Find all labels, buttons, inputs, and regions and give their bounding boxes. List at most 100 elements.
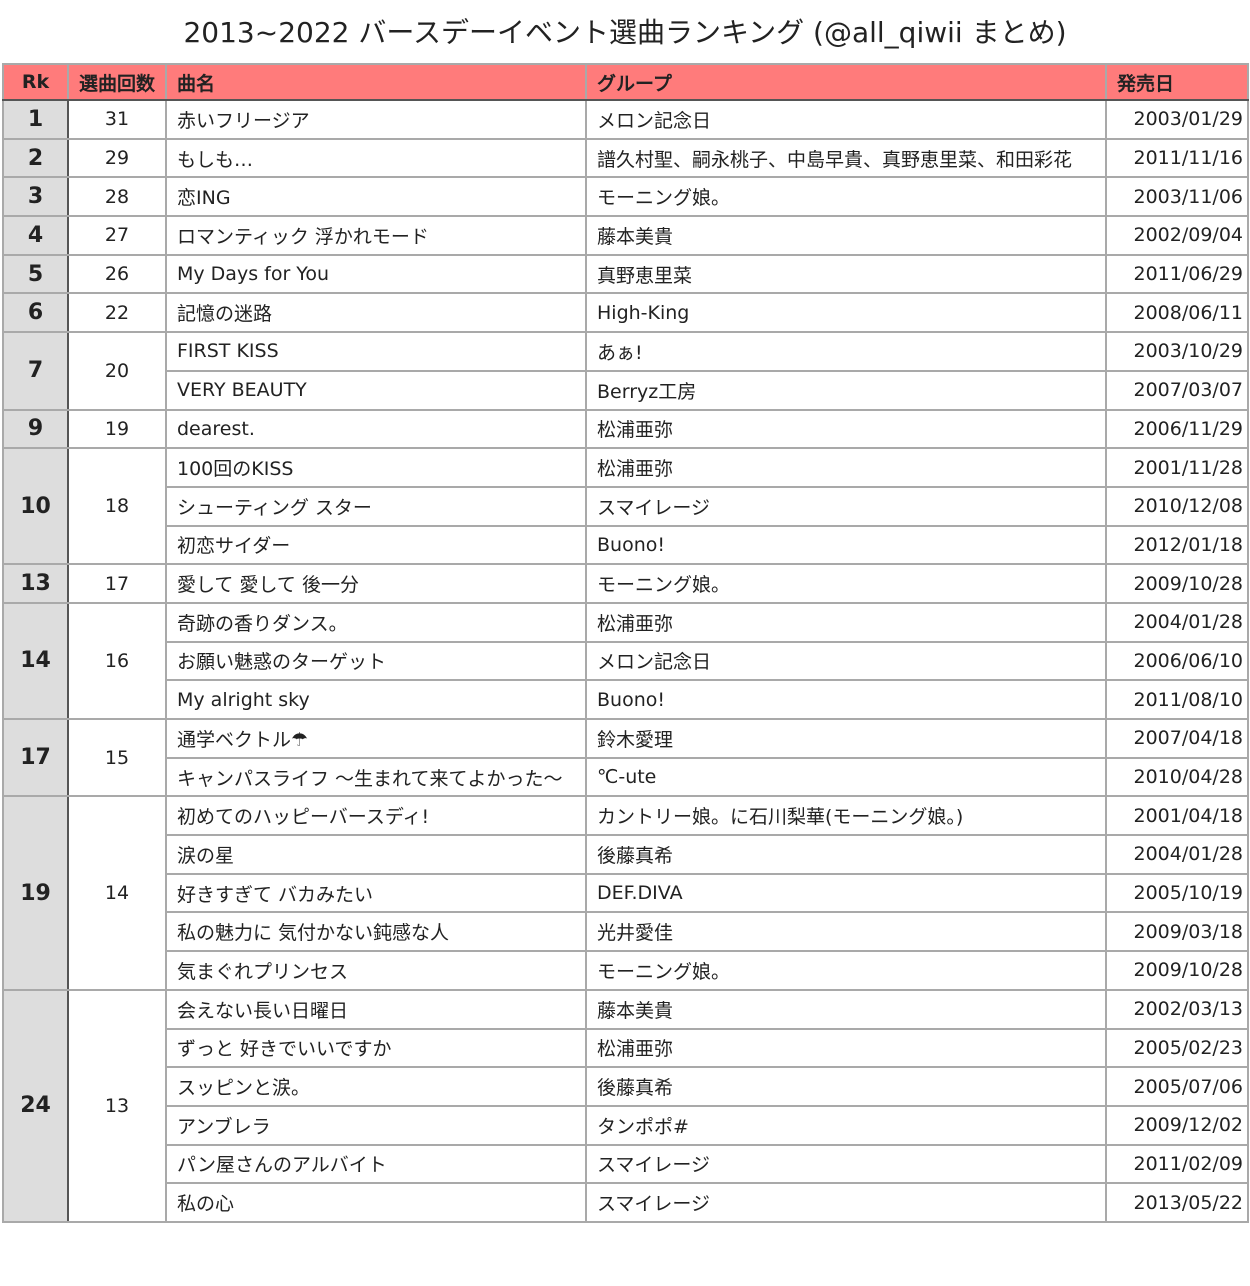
group-cell: 松浦亜弥 <box>585 447 1107 488</box>
table-row: 19 14 初めてのハッピーバースディ! カントリー娘。に石川梨華(モーニング娘。) 2… <box>2 795 1249 991</box>
date-cell: 2009/10/28 <box>1105 563 1249 604</box>
group-cell: スマイレージ <box>585 1182 1107 1223</box>
song-cell: パン屋さんのアルバイト <box>165 1143 587 1185</box>
table-row: My alright sky Buono! 2011/08/10 <box>3 679 1249 720</box>
group-cell: 光井愛佳 <box>585 911 1107 953</box>
table-row: パン屋さんのアルバイト スマイレージ 2011/02/09 <box>3 1143 1249 1185</box>
group-cell: カントリー娘。に石川梨華(モーニング娘。) <box>585 795 1107 837</box>
date-cell: 2009/03/18 <box>1105 911 1249 953</box>
group-cell: 松浦亜弥 <box>585 408 1107 450</box>
song-cell: 通学ベクトル☂ <box>165 718 587 759</box>
date-cell: 2011/08/10 <box>1105 679 1249 720</box>
song-cell: VERY BEAUTY <box>165 369 587 411</box>
table-row: 6 22 記憶の迷路 High-King 2008/06/11 <box>2 292 1249 334</box>
rank-cell: 7 <box>2 331 69 411</box>
song-cell: 会えない長い日曜日 <box>165 988 587 1030</box>
count-cell: 16 <box>67 601 167 721</box>
group-cell: モーニング娘。 <box>585 176 1107 218</box>
date-cell: 2008/06/11 <box>1105 292 1249 334</box>
date-cell: 2003/10/29 <box>1105 331 1249 372</box>
song-cell: 恋ING <box>165 176 587 218</box>
song-cell: 初恋サイダー <box>165 524 587 566</box>
group-cell: 松浦亜弥 <box>585 1027 1107 1069</box>
rank-cell: 6 <box>2 292 69 334</box>
song-cell: 初めてのハッピーバースディ! <box>165 795 587 837</box>
group-cell: 松浦亜弥 <box>585 601 1107 643</box>
date-cell: 2009/10/28 <box>1105 950 1249 991</box>
table-row: 7 20 FIRST KISS あぁ! 2003/10/29 <box>2 331 1249 411</box>
song-cell: ずっと 好きでいいですか <box>165 1027 587 1069</box>
count-cell: 17 <box>67 563 167 604</box>
count-cell: 15 <box>67 717 167 798</box>
song-cell: スッピンと涙。 <box>165 1066 587 1107</box>
table-row: 私の心 スマイレージ 2013/05/22 <box>3 1182 1249 1223</box>
date-cell: 2002/09/04 <box>1105 215 1249 256</box>
date-cell: 2001/11/28 <box>1105 447 1249 488</box>
song-cell: アンブレラ <box>165 1104 587 1146</box>
count-cell: 27 <box>67 215 167 256</box>
rank-cell: 14 <box>2 601 69 721</box>
table-row: VERY BEAUTY Berryz工房 2007/03/07 <box>3 369 1249 411</box>
count-cell: 29 <box>67 137 167 179</box>
rank-cell: 1 <box>2 99 69 140</box>
date-cell: 2011/11/16 <box>1105 137 1249 179</box>
group-cell: 藤本美貴 <box>585 215 1107 256</box>
group-cell: 譜久村聖、嗣永桃子、中島早貴、真野恵里菜、和田彩花 <box>585 137 1107 179</box>
header-group: グループ <box>585 63 1107 101</box>
date-cell: 2007/04/18 <box>1105 718 1249 759</box>
song-cell: 私の魅力に 気付かない鈍感な人 <box>165 911 587 953</box>
page-title: 2013~2022 バースデーイベント選曲ランキング (@all_qiwii ま… <box>183 16 1067 49</box>
song-cell: 気まぐれプリンセス <box>165 950 587 991</box>
header-song: 曲名 <box>165 63 587 101</box>
group-cell: 真野恵里菜 <box>585 253 1107 295</box>
header-rank: Rk <box>2 63 69 101</box>
group-cell: タンポポ# <box>585 1104 1107 1146</box>
table-row: アンブレラ タンポポ# 2009/12/02 <box>3 1104 1249 1146</box>
song-cell: 愛して 愛して 後一分 <box>165 563 587 604</box>
rank-cell: 10 <box>2 447 69 566</box>
song-cell: 私の心 <box>165 1182 587 1223</box>
date-cell: 2007/03/07 <box>1105 369 1249 411</box>
rank-cell: 24 <box>2 988 69 1223</box>
group-cell: 後藤真希 <box>585 834 1107 875</box>
song-cell: 赤いフリージア <box>165 99 587 140</box>
date-cell: 2002/03/13 <box>1105 988 1249 1030</box>
group-cell: Buono! <box>585 679 1107 720</box>
song-cell: 100回のKISS <box>165 447 587 488</box>
song-cell: My alright sky <box>165 679 587 720</box>
date-cell: 2012/01/18 <box>1105 524 1249 566</box>
group-cell: メロン記念日 <box>585 99 1107 140</box>
date-cell: 2006/06/10 <box>1105 640 1249 682</box>
count-cell: 18 <box>67 447 167 566</box>
date-cell: 2001/04/18 <box>1105 795 1249 837</box>
table-row: 4 27 ロマンティック 浮かれモード 藤本美貴 2002/09/04 <box>2 215 1249 256</box>
group-cell: メロン記念日 <box>585 640 1107 682</box>
date-cell: 2004/01/28 <box>1105 834 1249 875</box>
table-row: 5 26 My Days for You 真野恵里菜 2011/06/29 <box>2 253 1249 295</box>
rank-cell: 4 <box>2 215 69 256</box>
table-row: 24 13 会えない長い日曜日 藤本美貴 2002/03/13 <box>2 988 1249 1223</box>
date-cell: 2004/01/28 <box>1105 601 1249 643</box>
group-cell: あぁ! <box>585 331 1107 372</box>
rank-cell: 17 <box>2 717 69 798</box>
count-cell: 19 <box>67 408 167 450</box>
count-cell: 31 <box>67 99 167 140</box>
table-row: スッピンと涙。 後藤真希 2005/07/06 <box>3 1066 1249 1107</box>
header-date: 発売日 <box>1105 63 1249 101</box>
ranking-table: Rk 選曲回数 曲名 グループ 発売日 1 31 赤いフリージア メロン記念日 2003… <box>2 63 1249 1223</box>
count-cell: 20 <box>67 331 167 411</box>
header-row: Rk 選曲回数 曲名 グループ 発売日 <box>2 63 1249 101</box>
rank-cell: 3 <box>2 176 69 218</box>
group-cell: 藤本美貴 <box>585 988 1107 1030</box>
date-cell: 2006/11/29 <box>1105 408 1249 450</box>
table-row: シューティング スター スマイレージ 2010/12/08 <box>3 485 1249 527</box>
rank-cell: 2 <box>2 137 69 179</box>
count-cell: 14 <box>67 795 167 991</box>
table-row: 14 16 奇跡の香りダンス。 松浦亜弥 2004/01/28 <box>2 601 1249 721</box>
date-cell: 2011/06/29 <box>1105 253 1249 295</box>
table-row: お願い魅惑のターゲット メロン記念日 2006/06/10 <box>3 640 1249 682</box>
date-cell: 2005/07/06 <box>1105 1066 1249 1107</box>
song-cell: キャンパスライフ 〜生まれて来てよかった〜 <box>165 756 587 798</box>
date-cell: 2005/02/23 <box>1105 1027 1249 1069</box>
table-row: 初恋サイダー Buono! 2012/01/18 <box>3 524 1249 566</box>
